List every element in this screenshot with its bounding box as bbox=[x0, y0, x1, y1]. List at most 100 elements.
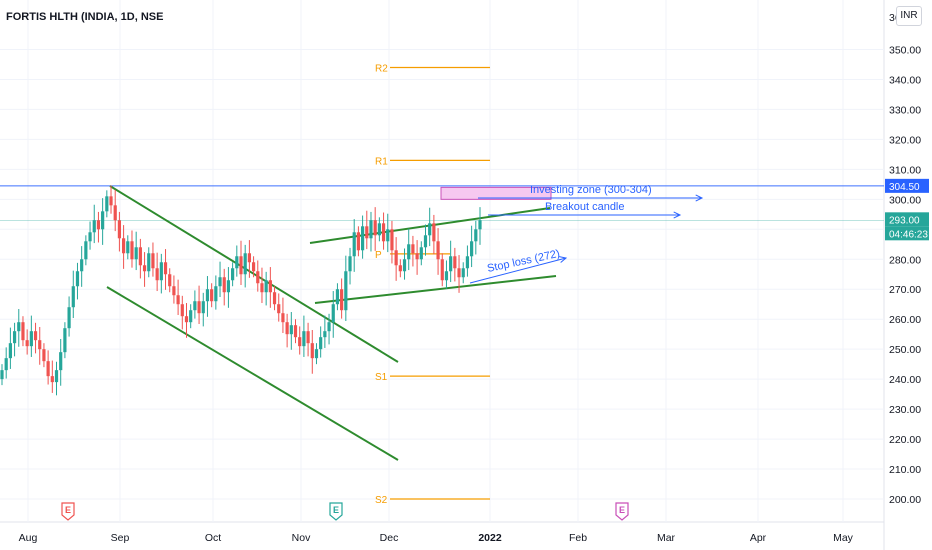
candle-body bbox=[38, 340, 42, 350]
candle-body bbox=[105, 196, 109, 212]
candle-body bbox=[436, 241, 440, 260]
candle-body bbox=[96, 220, 101, 230]
annotation-arrow-head bbox=[695, 194, 704, 202]
candle-body bbox=[394, 250, 398, 266]
earnings-marker bbox=[329, 502, 343, 521]
candle-body bbox=[402, 259, 407, 272]
candle-body bbox=[193, 301, 197, 311]
earnings-marker-label: E bbox=[65, 505, 71, 515]
earnings-marker-label: E bbox=[619, 505, 625, 515]
candle-body bbox=[314, 349, 319, 359]
candle-body bbox=[33, 331, 38, 341]
candle-body bbox=[298, 337, 302, 347]
candle-body bbox=[432, 223, 436, 242]
candle-body bbox=[331, 304, 335, 323]
pivot-label: R2 bbox=[375, 63, 388, 74]
pivot-label: P bbox=[375, 250, 382, 261]
candle-body bbox=[54, 370, 59, 383]
candle-body bbox=[151, 253, 155, 269]
price-tag bbox=[885, 226, 929, 241]
candle-body bbox=[163, 262, 168, 275]
price-tick-label: 320.00 bbox=[889, 134, 921, 146]
candle-body bbox=[189, 310, 193, 323]
time-tick-label: May bbox=[833, 532, 854, 544]
annotation-arrow bbox=[469, 257, 567, 284]
time-tick-label: Mar bbox=[657, 532, 676, 544]
time-tick-label: Aug bbox=[19, 532, 38, 544]
candle-body bbox=[390, 229, 394, 251]
candle-body bbox=[59, 352, 63, 371]
annotation-text: Breakout candle bbox=[545, 201, 625, 213]
candle-body bbox=[176, 295, 180, 305]
time-tick-label: Sep bbox=[111, 532, 130, 544]
price-tick-label: 330.00 bbox=[889, 104, 921, 116]
price-tick-label: 280.00 bbox=[889, 254, 921, 266]
pivot-label: S2 bbox=[375, 495, 388, 506]
candle-body bbox=[29, 331, 33, 347]
candle-body bbox=[243, 253, 247, 275]
candle-body bbox=[134, 247, 138, 260]
candle-body bbox=[168, 274, 172, 287]
candle-body bbox=[277, 304, 281, 314]
candle-body bbox=[63, 328, 67, 353]
candle-body bbox=[360, 226, 365, 251]
candle-body bbox=[453, 256, 457, 269]
candle-body bbox=[465, 256, 470, 269]
candle-body bbox=[117, 220, 122, 239]
candle-body bbox=[147, 253, 151, 272]
candle-body bbox=[327, 322, 331, 332]
time-tick-label: Apr bbox=[750, 532, 767, 544]
candle-body bbox=[126, 241, 130, 254]
time-axis[interactable]: Aug Sep Oct Nov Dec 2022 Feb Mar Apr May bbox=[19, 532, 854, 544]
candle-body bbox=[411, 244, 415, 254]
candle-body bbox=[172, 286, 176, 296]
candle-body bbox=[306, 331, 310, 344]
candle-body bbox=[415, 253, 419, 260]
price-axis[interactable]: 360.00350.00340.00330.00320.00310.00300.… bbox=[885, 12, 929, 506]
candle-body bbox=[449, 256, 453, 272]
price-tick-label: 310.00 bbox=[889, 164, 921, 176]
candle-body bbox=[130, 241, 134, 260]
candle-body bbox=[75, 271, 80, 287]
candle-body bbox=[159, 262, 163, 281]
candle-body bbox=[205, 289, 210, 302]
candle-body bbox=[251, 262, 256, 272]
candle-body bbox=[474, 229, 478, 242]
candle-body bbox=[302, 331, 306, 347]
candle-body bbox=[264, 280, 268, 293]
candle-body bbox=[226, 280, 231, 293]
candle-body bbox=[352, 232, 356, 257]
candle-body bbox=[377, 223, 381, 236]
candle-body bbox=[478, 220, 482, 230]
price-tick-label: 270.00 bbox=[889, 284, 921, 296]
time-tick-label: Oct bbox=[205, 532, 221, 544]
candle-body bbox=[268, 280, 272, 293]
candle-body bbox=[71, 286, 75, 308]
candle-body bbox=[285, 322, 289, 335]
currency-button[interactable]: INR bbox=[896, 6, 922, 26]
candle-body bbox=[67, 307, 71, 329]
candle-body bbox=[12, 331, 17, 344]
candle-body bbox=[369, 220, 373, 239]
candle-body bbox=[121, 238, 126, 254]
candle-body bbox=[348, 256, 352, 272]
investing-zone-box bbox=[440, 186, 552, 200]
candle-body bbox=[272, 292, 277, 305]
candles bbox=[0, 185, 482, 396]
candle-body bbox=[381, 223, 386, 242]
candle-body bbox=[247, 253, 251, 263]
price-tag-label: 04:46:23 bbox=[889, 229, 928, 240]
candle-body bbox=[310, 343, 314, 359]
time-tick-label: Feb bbox=[569, 532, 587, 544]
time-tick-label: Dec bbox=[380, 532, 399, 544]
candle-body bbox=[113, 205, 117, 221]
price-tick-label: 260.00 bbox=[889, 314, 921, 326]
candle-body bbox=[4, 358, 8, 371]
candle-body bbox=[92, 220, 96, 233]
candle-body bbox=[138, 247, 142, 266]
price-tag bbox=[885, 212, 929, 227]
price-tick-label: 300.00 bbox=[889, 194, 921, 206]
candle-body bbox=[210, 289, 214, 302]
